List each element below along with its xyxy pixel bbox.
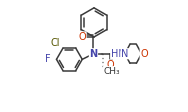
Text: O: O — [78, 32, 86, 42]
Text: O: O — [106, 60, 114, 70]
Text: Cl: Cl — [51, 38, 60, 48]
Text: N: N — [89, 49, 98, 59]
Text: CH₃: CH₃ — [103, 67, 120, 76]
Text: F: F — [45, 54, 50, 64]
Text: O: O — [140, 49, 148, 59]
Text: N: N — [121, 49, 128, 59]
Text: HN: HN — [111, 49, 125, 59]
